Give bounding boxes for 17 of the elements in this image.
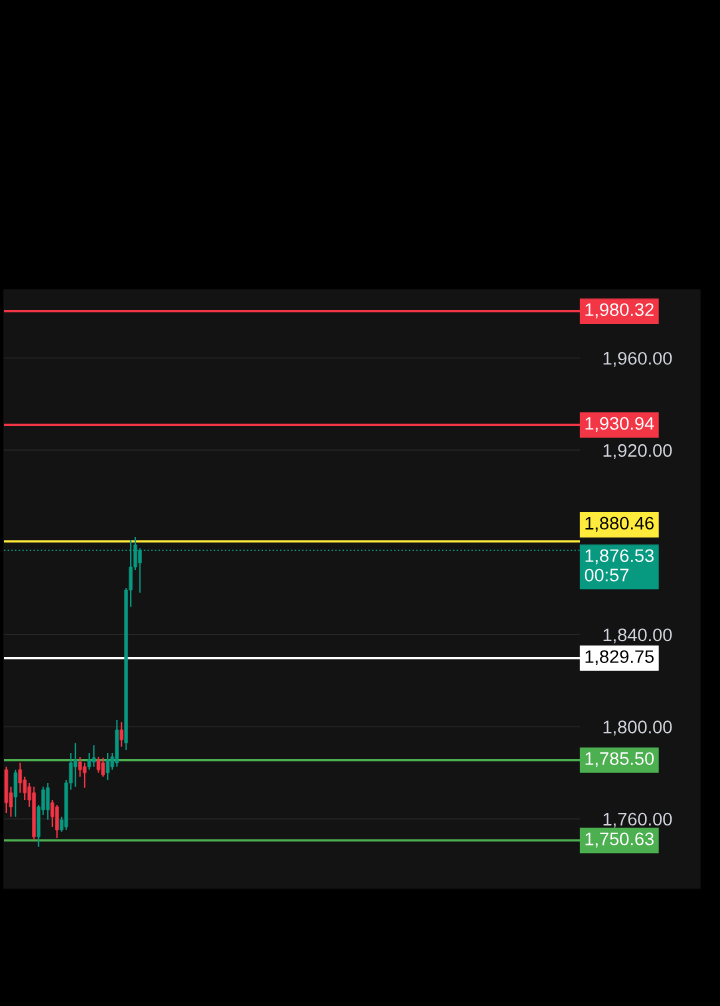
ref-line-label: 1,829.75 (585, 650, 654, 666)
ref-line-label: 1,880.46 (585, 516, 654, 532)
ref-line-label: 1,750.63 (585, 832, 654, 848)
candlestick (45, 782, 50, 821)
y-tick-label: 1,760.00 (603, 812, 672, 828)
y-tick-label: 1,800.00 (603, 720, 672, 736)
y-tick-label: 1,920.00 (603, 444, 672, 460)
y-tick-label: 1,840.00 (603, 628, 672, 644)
ref-line-label: 1,876.53 00:57 (584, 549, 654, 582)
candlestick (105, 752, 110, 781)
y-tick-label: 1,960.00 (603, 351, 672, 367)
ref-line-label: 1,980.32 (585, 303, 654, 319)
candlestick (119, 721, 124, 748)
candlestick (73, 742, 78, 788)
ref-line-label: 1,785.50 (585, 752, 654, 768)
candlestick (82, 762, 87, 789)
ref-line-label: 1,930.94 (585, 417, 654, 432)
